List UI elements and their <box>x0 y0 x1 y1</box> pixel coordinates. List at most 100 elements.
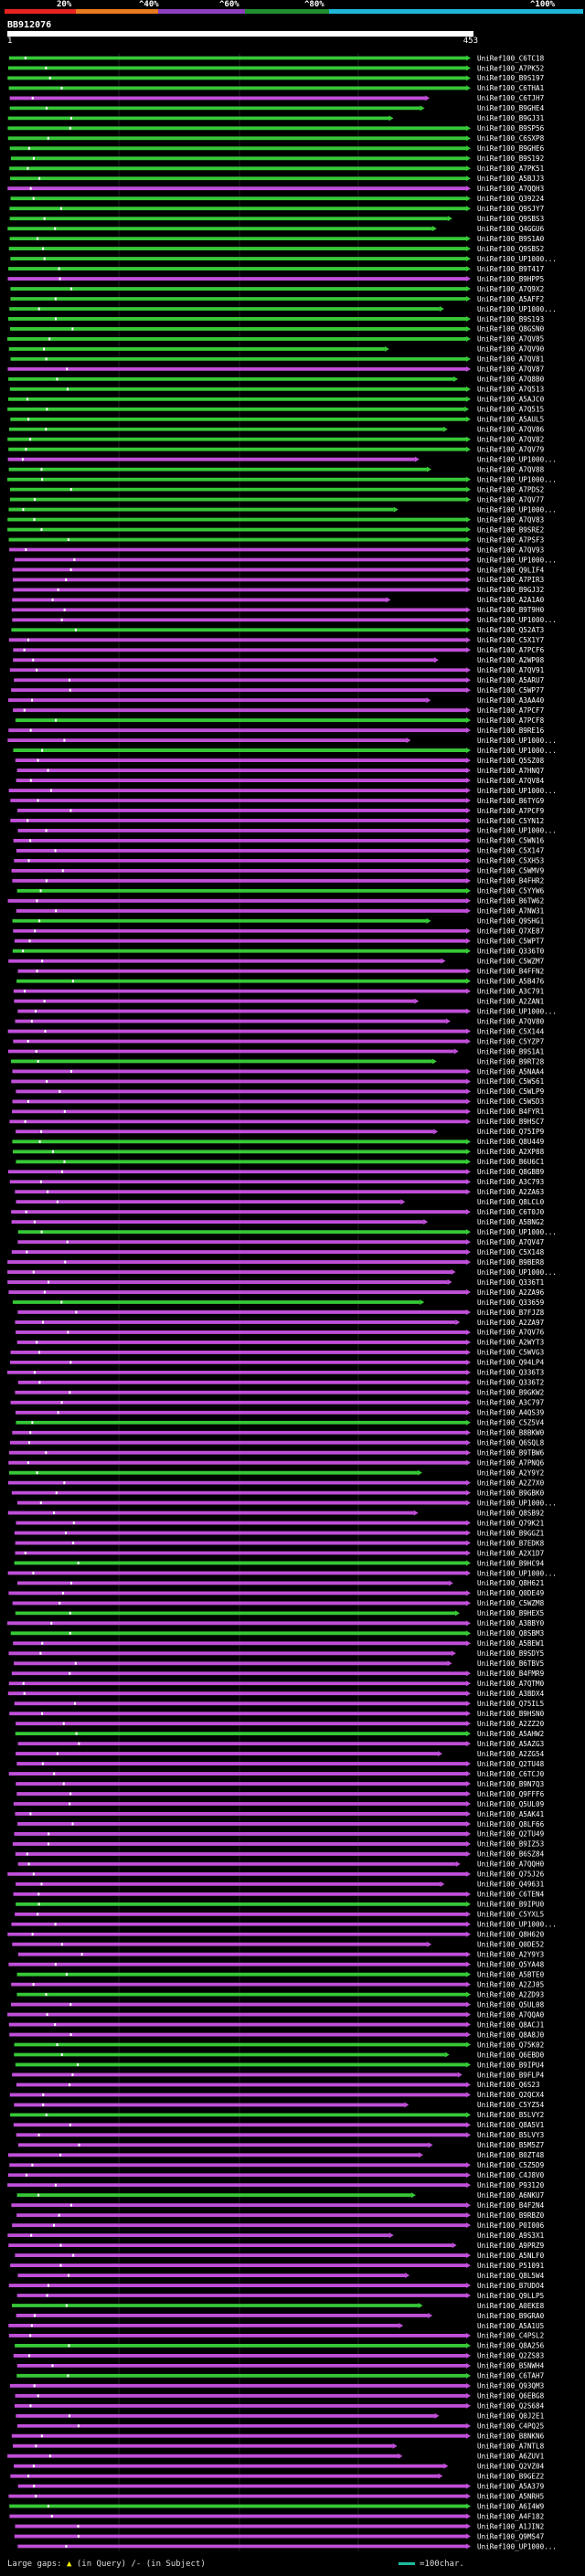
hit-label[interactable]: UniRef100_A3C797 <box>477 1399 544 1407</box>
hit-label[interactable]: UniRef100_Q2QCX4 <box>477 2091 545 2099</box>
hit-label[interactable]: UniRef100_A7NTL8 <box>477 2443 545 2451</box>
hit-label[interactable]: UniRef100_Q8LCL0 <box>477 1198 545 1206</box>
hit-label[interactable]: UniRef100_A7PIR3 <box>477 576 544 584</box>
hit-label[interactable]: UniRef100_B5LVY3 <box>477 2131 544 2139</box>
hit-label[interactable]: UniRef100_Q8GBB9 <box>477 1168 545 1176</box>
hit-label[interactable]: UniRef100_UP1000... <box>477 747 557 755</box>
hit-label[interactable]: UniRef100_A7QV47 <box>477 1238 544 1246</box>
hit-label[interactable]: UniRef100_A9PRZ9 <box>477 2242 545 2250</box>
hit-label[interactable]: UniRef100_C6SXP8 <box>477 134 545 143</box>
hit-label[interactable]: UniRef100_A4QS39 <box>477 1409 545 1417</box>
hit-label[interactable]: UniRef100_Q9SHG1 <box>477 917 545 926</box>
hit-label[interactable]: UniRef100_UP1000... <box>477 1499 557 1507</box>
hit-label[interactable]: UniRef100_Q8A8J0 <box>477 2030 545 2039</box>
hit-label[interactable]: UniRef100_A7QQH3 <box>477 185 544 193</box>
hit-label[interactable]: UniRef100_B9T9H0 <box>477 606 545 614</box>
hit-label[interactable]: UniRef100_A7PSF3 <box>477 535 544 544</box>
hit-label[interactable]: UniRef100_A7QV86 <box>477 426 545 434</box>
hit-label[interactable]: UniRef100_A7PNQ6 <box>477 1458 545 1467</box>
hit-label[interactable]: UniRef100_A7QV91 <box>477 666 545 674</box>
hit-label[interactable]: UniRef100_A2ZA63 <box>477 1188 544 1196</box>
hit-label[interactable]: UniRef100_C4PSL2 <box>477 2332 544 2340</box>
hit-label[interactable]: UniRef100_UP1000... <box>477 616 557 624</box>
hit-label[interactable]: UniRef100_C5X148 <box>477 1248 545 1256</box>
hit-label[interactable]: UniRef100_B9SRE2 <box>477 525 544 534</box>
hit-label[interactable]: UniRef100_A5AJC0 <box>477 396 545 404</box>
hit-label[interactable]: UniRef100_A7QV83 <box>477 515 544 524</box>
hit-label[interactable]: UniRef100_P51091 <box>477 2262 545 2270</box>
hit-label[interactable]: UniRef100_C6TEN4 <box>477 1891 545 1899</box>
hit-label[interactable]: UniRef100_C5Z5V4 <box>477 1419 545 1427</box>
hit-label[interactable]: UniRef100_Q6EBD0 <box>477 2051 545 2059</box>
hit-label[interactable]: UniRef100_B5M5Z7 <box>477 2141 544 2149</box>
hit-label[interactable]: UniRef100_A7QV84 <box>477 777 545 785</box>
hit-label[interactable]: UniRef100_A5BJJ3 <box>477 175 544 183</box>
hit-label[interactable]: UniRef100_A7QTM0 <box>477 1680 545 1688</box>
hit-label[interactable]: UniRef100_B6TBV5 <box>477 1659 544 1668</box>
hit-label[interactable]: UniRef100_B9BER8 <box>477 1258 545 1267</box>
hit-label[interactable]: UniRef100_Q336T1 <box>477 1278 545 1287</box>
hit-label[interactable]: UniRef100_C5YN12 <box>477 817 544 825</box>
hit-label[interactable]: UniRef100_C5WSD3 <box>477 1097 544 1106</box>
hit-label[interactable]: UniRef100_Q6S23 <box>477 2081 540 2089</box>
hit-label[interactable]: UniRef100_Q9LIF4 <box>477 566 545 574</box>
hit-label[interactable]: UniRef100_A7PK52 <box>477 64 544 72</box>
hit-label[interactable]: UniRef100_C5X147 <box>477 847 544 855</box>
hit-label[interactable]: UniRef100_B9GHE6 <box>477 144 545 153</box>
hit-label[interactable]: UniRef100_A5BTE0 <box>477 1970 545 1978</box>
hit-label[interactable]: UniRef100_A5NRH5 <box>477 2492 544 2500</box>
hit-label[interactable]: UniRef100_C4J8V0 <box>477 2171 545 2179</box>
hit-label[interactable]: UniRef100_A2ZA97 <box>477 1319 544 1327</box>
hit-label[interactable]: UniRef100_C5WZM7 <box>477 957 544 965</box>
hit-label[interactable]: UniRef100_Q8ACJ1 <box>477 2020 545 2029</box>
hit-label[interactable]: UniRef100_C5WZM8 <box>477 1599 545 1607</box>
hit-label[interactable]: UniRef100_B9IZ53 <box>477 1840 544 1849</box>
hit-label[interactable]: UniRef100_A5AZG3 <box>477 1740 544 1748</box>
hit-label[interactable]: UniRef100_Q9SBS3 <box>477 215 544 223</box>
hit-label[interactable]: UniRef100_A9S3X1 <box>477 2231 545 2240</box>
hit-label[interactable]: UniRef100_A7Q515 <box>477 406 544 414</box>
hit-label[interactable]: UniRef100_B8NKN6 <box>477 2433 545 2441</box>
hit-label[interactable]: UniRef100_A2ZZ20 <box>477 1720 545 1728</box>
hit-label[interactable]: UniRef100_B4FYR1 <box>477 1108 545 1116</box>
hit-label[interactable]: UniRef100_A7PCF8 <box>477 716 545 725</box>
hit-label[interactable]: UniRef100_Q8U449 <box>477 1138 545 1146</box>
hit-label[interactable]: UniRef100_Q2ZS83 <box>477 2352 544 2360</box>
hit-label[interactable]: UniRef100_C5WLP9 <box>477 1087 545 1096</box>
hit-label[interactable]: UniRef100_A2XP88 <box>477 1148 545 1156</box>
hit-label[interactable]: UniRef100_B9GHE4 <box>477 104 545 112</box>
hit-label[interactable]: UniRef100_B9TBW6 <box>477 1448 545 1457</box>
hit-label[interactable]: UniRef100_C5XH53 <box>477 857 544 865</box>
hit-label[interactable]: UniRef100_A5AK41 <box>477 1810 545 1818</box>
hit-label[interactable]: UniRef100_A5A379 <box>477 2482 545 2490</box>
hit-label[interactable]: UniRef100_C5WPT7 <box>477 938 544 946</box>
hit-label[interactable]: UniRef100_Q336T3 <box>477 1369 544 1377</box>
hit-label[interactable]: UniRef100_C5X1Y7 <box>477 636 544 644</box>
hit-label[interactable]: UniRef100_A2Y9Y2 <box>477 1468 544 1477</box>
hit-label[interactable]: UniRef100_A5AFF2 <box>477 295 544 303</box>
hit-label[interactable]: UniRef100_A7QV87 <box>477 366 544 374</box>
hit-label[interactable]: UniRef100_C5WP77 <box>477 686 544 694</box>
hit-label[interactable]: UniRef100_Q8SBM3 <box>477 1629 544 1638</box>
hit-label[interactable]: UniRef100_Q75K02 <box>477 2041 544 2049</box>
hit-label[interactable]: UniRef100_C6THA1 <box>477 84 545 92</box>
hit-label[interactable]: UniRef100_UP1000... <box>477 1921 557 1929</box>
hit-label[interactable]: UniRef100_A3BBY0 <box>477 1619 545 1627</box>
hit-label[interactable]: UniRef100_A7PDS2 <box>477 485 544 493</box>
hit-label[interactable]: UniRef100_A7HNQ7 <box>477 767 544 775</box>
hit-label[interactable]: UniRef100_B6TW62 <box>477 897 544 906</box>
hit-label[interactable]: UniRef100_C5YZ54 <box>477 2101 545 2109</box>
hit-label[interactable]: UniRef100_A1JIN2 <box>477 2522 544 2530</box>
hit-label[interactable]: UniRef100_A0EKE8 <box>477 2302 545 2310</box>
hit-label[interactable]: UniRef100_B4FMR9 <box>477 1670 545 1678</box>
hit-label[interactable]: UniRef100_B9S1A1 <box>477 1047 545 1055</box>
hit-label[interactable]: UniRef100_UP1000... <box>477 255 557 263</box>
hit-label[interactable]: UniRef100_B9S192 <box>477 154 544 163</box>
hit-label[interactable]: UniRef100_A3AA40 <box>477 696 545 705</box>
hit-label[interactable]: UniRef100_Q8SB92 <box>477 1509 544 1517</box>
hit-label[interactable]: UniRef100_Q93QM3 <box>477 2382 544 2390</box>
hit-label[interactable]: UniRef100_B9S197 <box>477 74 544 82</box>
hit-label[interactable]: UniRef100_B9IPU0 <box>477 1901 545 1909</box>
hit-label[interactable]: UniRef100_B7UDO4 <box>477 2282 545 2290</box>
hit-label[interactable]: UniRef100_C5X144 <box>477 1027 545 1035</box>
